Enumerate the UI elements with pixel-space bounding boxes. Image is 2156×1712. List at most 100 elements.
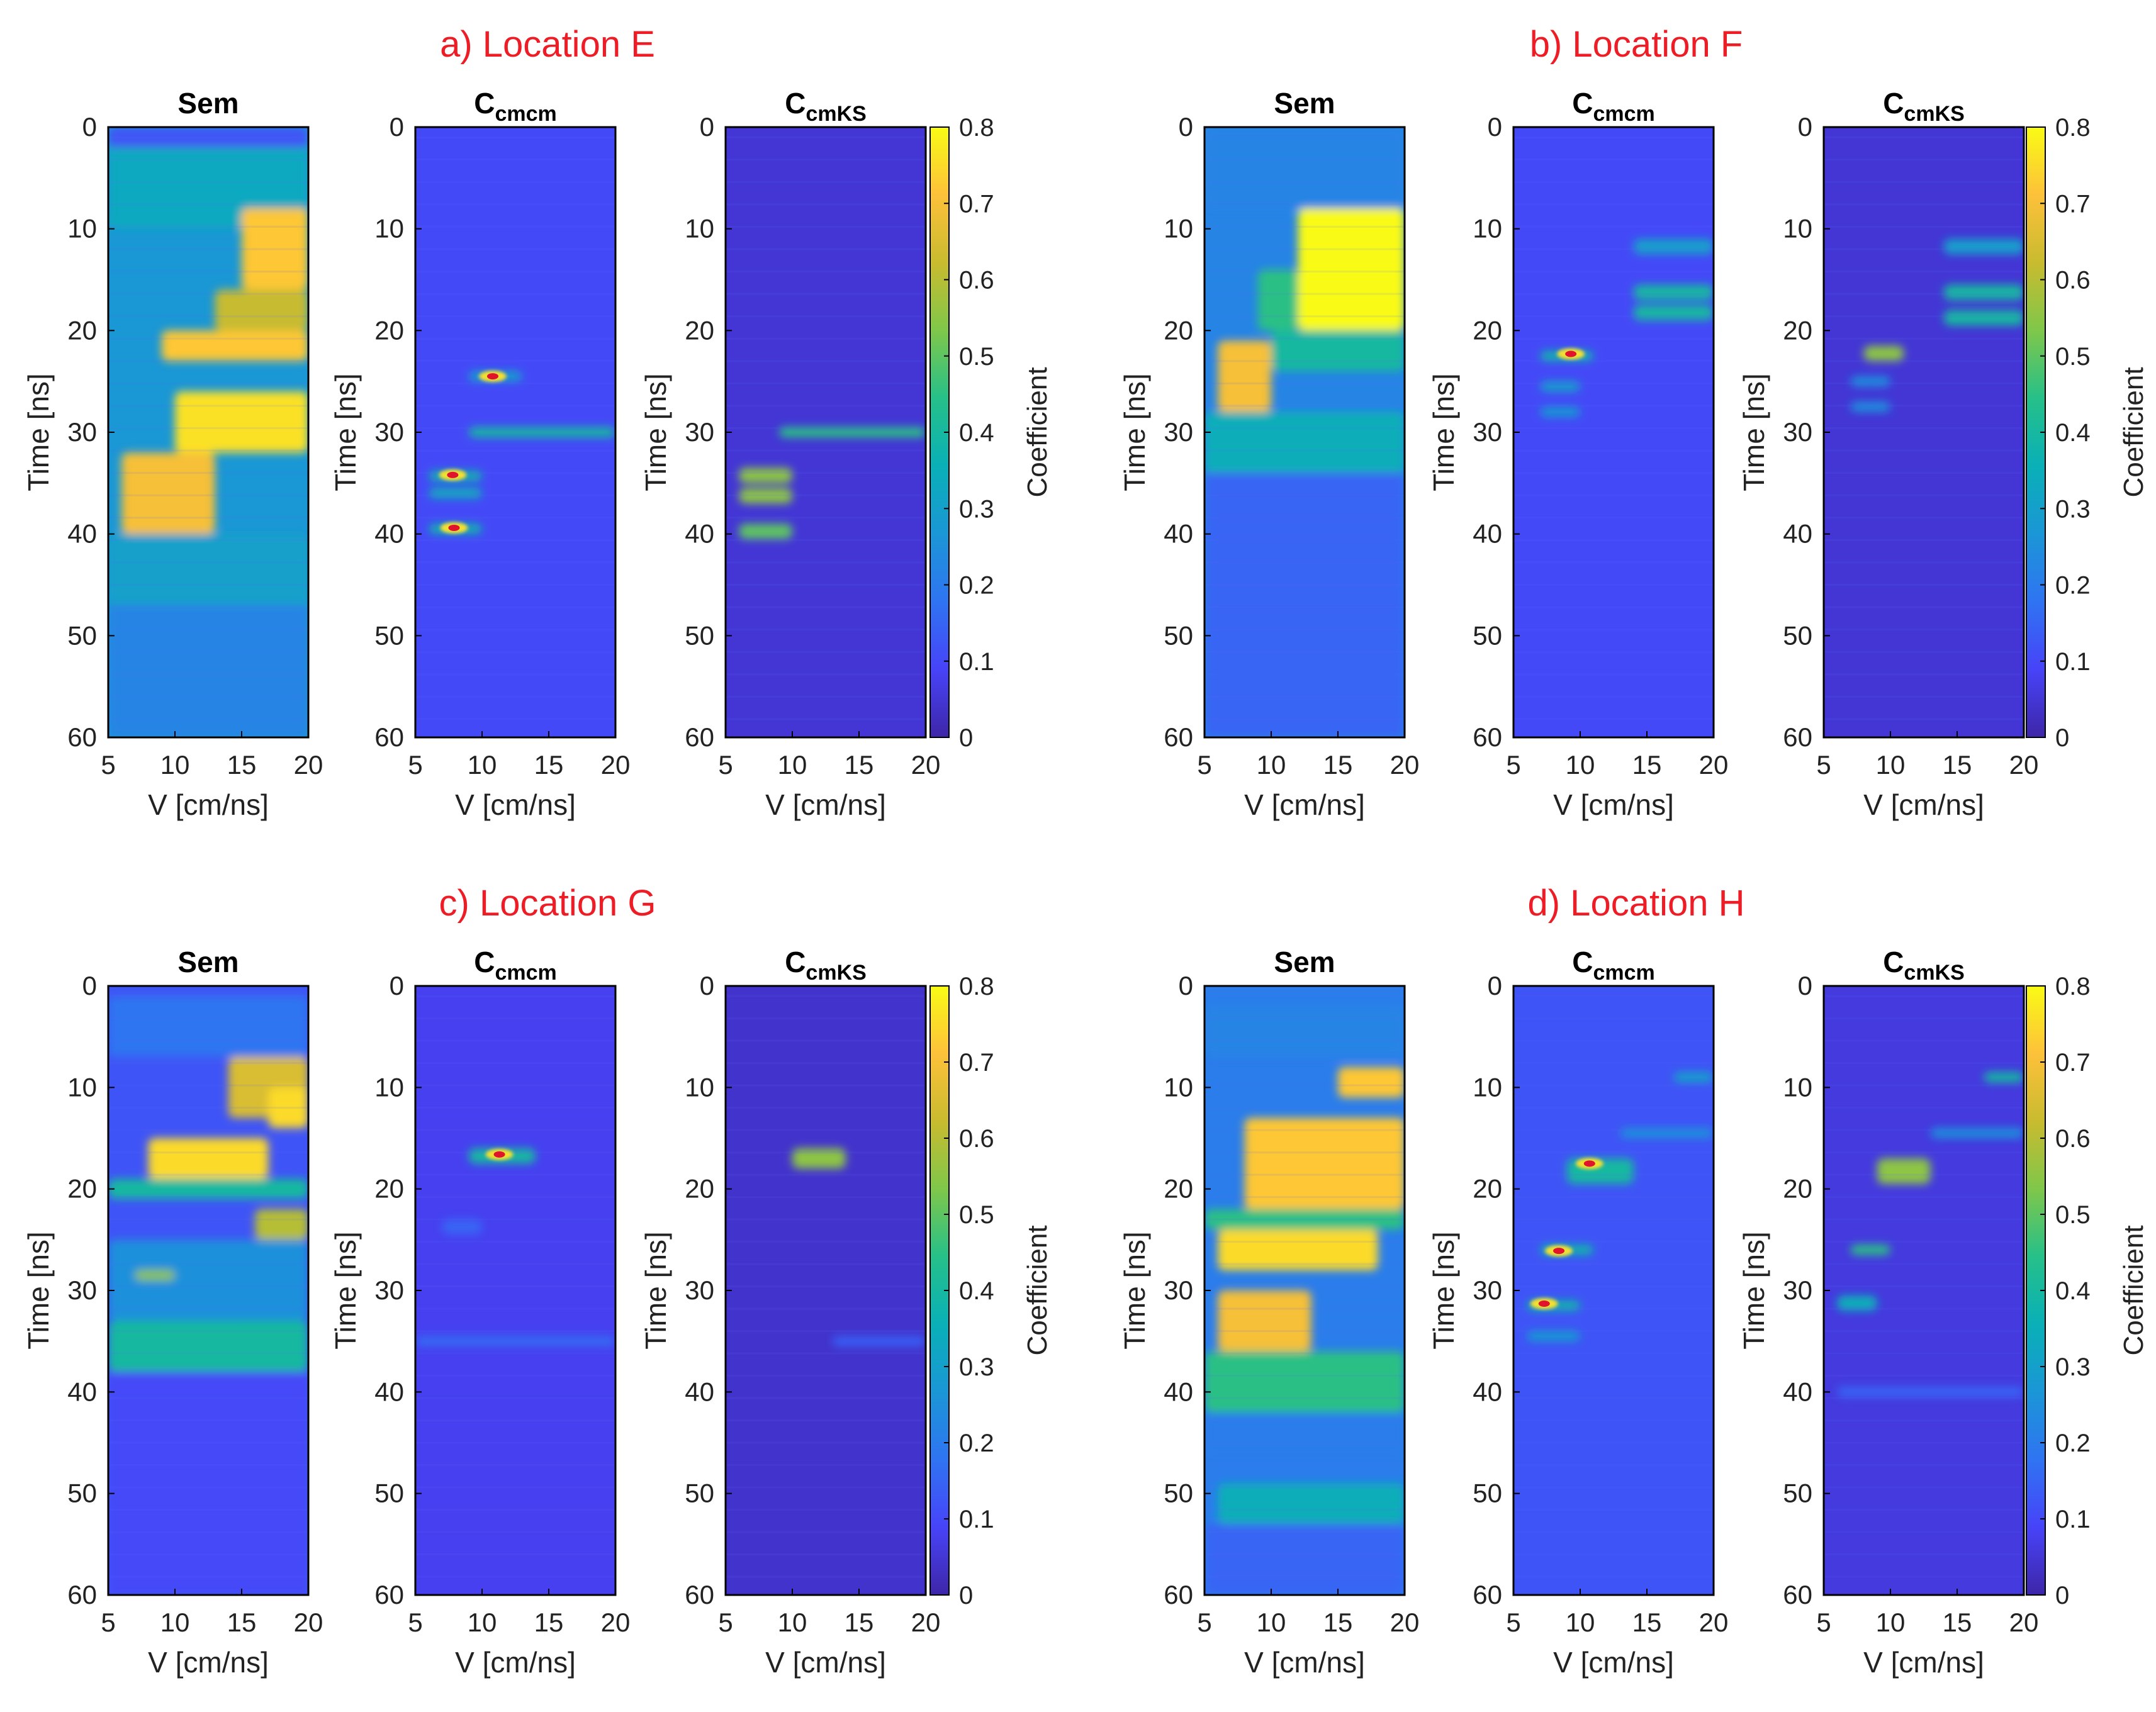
x-tick-label: 20 bbox=[911, 750, 941, 780]
subplot-cmcm: 0 10 20 30 40 50 605 10 15 20 V [cm/ns] Time [ns] Cc… bbox=[1427, 946, 1728, 1679]
colorbar: 0 0.1 0.2 0.3 0.4 0.5 0.6 0.7 0.8 Coefficient bbox=[2026, 114, 2149, 752]
x-tick-label: 10 bbox=[160, 750, 190, 780]
y-tick-label: 40 bbox=[1473, 1377, 1502, 1406]
heatmap-band bbox=[108, 1239, 308, 1321]
heatmap-band bbox=[415, 1336, 615, 1346]
colorbar-tick-label: 0.5 bbox=[2055, 343, 2091, 371]
x-tick-label: 15 bbox=[227, 1608, 257, 1637]
colorbar-tick-label: 0.4 bbox=[959, 1277, 994, 1305]
y-tick-label: 10 bbox=[1473, 1072, 1502, 1102]
x-tick-label: 20 bbox=[2009, 1608, 2039, 1637]
y-tick-label: 20 bbox=[1164, 315, 1193, 345]
chart-title: d) Location H bbox=[1528, 883, 1745, 924]
heatmap-bands bbox=[108, 127, 308, 737]
x-tick-label: 10 bbox=[468, 1608, 497, 1637]
subplot-title-subscript: cmKS bbox=[1904, 102, 1964, 126]
heatmap-band bbox=[1943, 238, 2024, 255]
colorbar-tick-label: 0.4 bbox=[2055, 419, 2091, 447]
heatmap-band bbox=[1298, 208, 1405, 331]
x-tick-label: 15 bbox=[534, 1608, 564, 1637]
x-tick-label: 5 bbox=[408, 750, 422, 780]
y-tick-label: 60 bbox=[1783, 1580, 1812, 1609]
x-tick-label: 10 bbox=[778, 1608, 807, 1637]
y-tick-label: 30 bbox=[1473, 1275, 1502, 1305]
y-axis-label: Time [ns] bbox=[639, 1231, 672, 1349]
heatmap-band bbox=[1218, 340, 1271, 412]
heatmap-bands bbox=[792, 1148, 926, 1346]
heatmap-band bbox=[778, 427, 926, 438]
heatmap-band bbox=[468, 427, 615, 438]
y-tick-label: 40 bbox=[374, 1377, 404, 1406]
colorbar-label: Coefficient bbox=[1022, 1225, 1053, 1355]
subplot-title: CcmKS bbox=[785, 87, 867, 126]
x-tick-label: 5 bbox=[1816, 1608, 1831, 1637]
heatmap-band bbox=[108, 1321, 308, 1372]
colorbar-tick-label: 0.4 bbox=[959, 419, 994, 447]
y-tick-label: 60 bbox=[685, 722, 714, 752]
heatmap bbox=[1513, 986, 1714, 1595]
heatmap-band bbox=[121, 452, 215, 534]
colorbar-tick-label: 0 bbox=[2055, 724, 2069, 752]
y-axis-label: Time [ns] bbox=[1738, 373, 1770, 491]
x-tick-label: 5 bbox=[101, 1608, 115, 1637]
heatmap-band bbox=[1244, 1117, 1405, 1209]
y-axis-label: Time [ns] bbox=[329, 373, 362, 491]
heatmap-band bbox=[242, 208, 308, 290]
heatmap-bands bbox=[1837, 1072, 2024, 1397]
x-tick-label: 20 bbox=[2009, 750, 2039, 780]
heatmap bbox=[726, 127, 926, 737]
heatmap-band bbox=[1984, 1072, 2024, 1083]
y-tick-label: 30 bbox=[1164, 1275, 1193, 1305]
y-tick-label: 60 bbox=[685, 1580, 714, 1609]
subplot-title-subscript: cmKS bbox=[806, 961, 866, 985]
heatmap bbox=[1513, 127, 1714, 737]
x-axis-label: V [cm/ns] bbox=[148, 788, 269, 821]
subplot-cmks: 0 10 20 30 40 50 605 10 15 20 V [cm/ns] Time [ns] Cc… bbox=[639, 946, 940, 1679]
y-tick-label: 60 bbox=[1473, 722, 1502, 752]
y-tick-label: 0 bbox=[1179, 112, 1193, 142]
y-tick-label: 10 bbox=[67, 1072, 97, 1102]
heatmap-band bbox=[108, 605, 308, 737]
y-tick-label: 40 bbox=[685, 519, 714, 549]
colorbar-tick-label: 0 bbox=[959, 1582, 973, 1609]
heatmap-band bbox=[1257, 269, 1298, 331]
colorbar: 0 0.1 0.2 0.3 0.4 0.5 0.6 0.7 0.8 Coefficient bbox=[929, 973, 1053, 1609]
heatmap-band bbox=[1204, 1351, 1405, 1413]
heatmap-band bbox=[1837, 1387, 2024, 1397]
subplot-title-subscript: cmKS bbox=[1904, 961, 1964, 985]
y-tick-label: 50 bbox=[1473, 1479, 1502, 1508]
subplot-sem: 0 10 20 30 40 50 605 10 15 20 V [cm/ns] Time [ns] Se… bbox=[1118, 87, 1419, 821]
x-tick-label: 10 bbox=[1566, 750, 1595, 780]
x-tick-label: 5 bbox=[101, 750, 115, 780]
y-tick-label: 50 bbox=[685, 1479, 714, 1508]
y-tick-label: 60 bbox=[1164, 1580, 1193, 1609]
x-tick-label: 15 bbox=[1632, 1608, 1662, 1637]
x-axis-label: V [cm/ns] bbox=[455, 1646, 576, 1679]
x-tick-label: 15 bbox=[845, 1608, 874, 1637]
subplot-title: CcmKS bbox=[1883, 87, 1965, 126]
heatmap-band bbox=[135, 1270, 175, 1280]
x-axis-label: V [cm/ns] bbox=[148, 1646, 269, 1679]
heatmap-band bbox=[739, 488, 792, 504]
y-tick-label: 10 bbox=[1783, 214, 1812, 243]
heatmap bbox=[1204, 986, 1405, 1595]
y-tick-label: 50 bbox=[67, 620, 97, 650]
y-tick-label: 10 bbox=[685, 1072, 714, 1102]
hotspot bbox=[448, 524, 460, 531]
heatmap-band bbox=[215, 289, 308, 331]
heatmap-band bbox=[1204, 1209, 1405, 1230]
y-tick-label: 40 bbox=[1783, 1377, 1812, 1406]
x-tick-label: 5 bbox=[1506, 1608, 1520, 1637]
x-axis-label: V [cm/ns] bbox=[1863, 788, 1984, 821]
heatmap-band bbox=[1850, 376, 1890, 387]
colorbar-tick-label: 0.7 bbox=[959, 190, 994, 218]
hotspot bbox=[1553, 1248, 1565, 1255]
x-tick-label: 15 bbox=[227, 750, 257, 780]
y-axis-label: Time [ns] bbox=[1427, 1231, 1460, 1349]
y-tick-label: 10 bbox=[1783, 1072, 1812, 1102]
y-tick-label: 10 bbox=[1164, 1072, 1193, 1102]
y-tick-label: 60 bbox=[67, 1580, 97, 1609]
